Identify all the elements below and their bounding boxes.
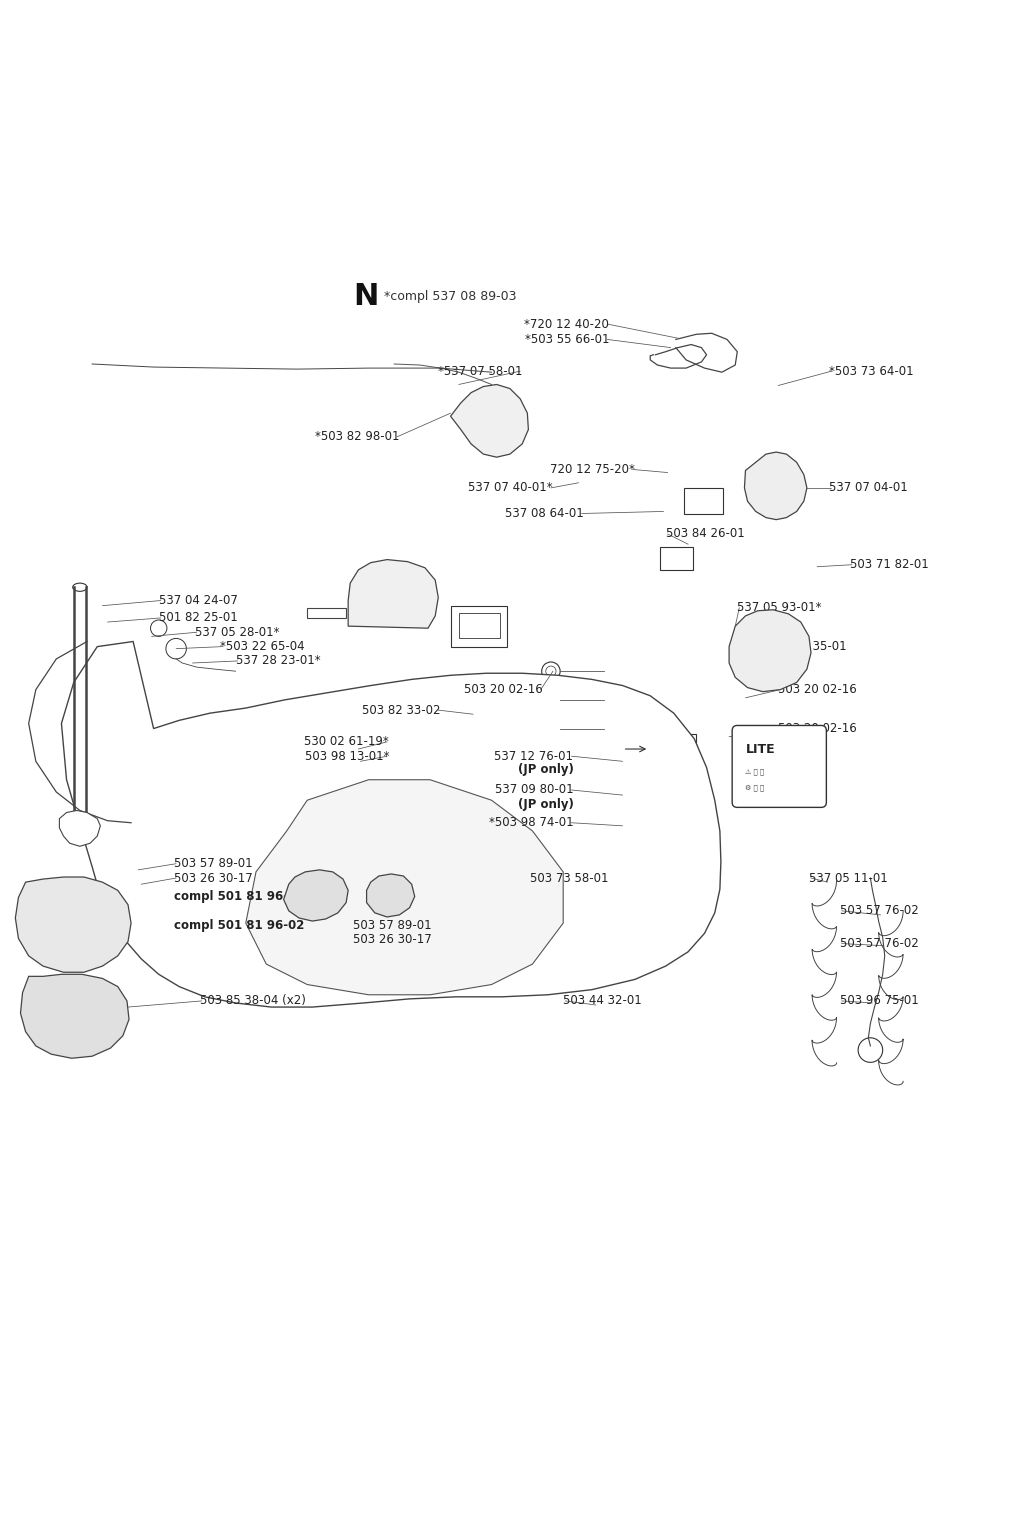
Text: *compl 537 08 89-03: *compl 537 08 89-03	[384, 289, 516, 303]
Bar	[459, 613, 500, 639]
Text: *537 07 58-01: *537 07 58-01	[437, 365, 522, 377]
Text: LITE: LITE	[745, 742, 775, 756]
Text: 537 06 35-01: 537 06 35-01	[768, 640, 847, 653]
Text: 537 05 28-01*: 537 05 28-01*	[195, 626, 280, 639]
Text: 537 05 11-01: 537 05 11-01	[809, 871, 888, 885]
Text: *503 82 98-01: *503 82 98-01	[314, 431, 399, 443]
Text: 503 26 30-17: 503 26 30-17	[174, 871, 253, 885]
Text: 503 20 02-16: 503 20 02-16	[464, 683, 543, 696]
Text: 503 26 30-17: 503 26 30-17	[353, 933, 432, 946]
Text: 503 57 76-02: 503 57 76-02	[840, 905, 919, 917]
Text: 503 84 26-01: 503 84 26-01	[666, 528, 744, 540]
Text: 537 05 93-01*: 537 05 93-01*	[737, 602, 822, 614]
Text: ⚠ 📖 🔊: ⚠ 📖 🔊	[745, 768, 765, 776]
Text: compl 501 81 96-04: compl 501 81 96-04	[174, 890, 304, 903]
Text: 503 71 82-01: 503 71 82-01	[850, 559, 929, 571]
Polygon shape	[451, 385, 528, 457]
Text: *503 55 66-01: *503 55 66-01	[524, 332, 609, 346]
Text: *503 98 74-01: *503 98 74-01	[488, 816, 573, 830]
Text: 537 28 23-01*: 537 28 23-01*	[236, 654, 321, 668]
Text: 537 08 64-01: 537 08 64-01	[505, 506, 584, 520]
Text: 537 09 80-01: 537 09 80-01	[495, 783, 573, 797]
Text: 537 07 40-01*: 537 07 40-01*	[468, 482, 553, 494]
Polygon shape	[348, 560, 438, 628]
Polygon shape	[246, 780, 563, 994]
FancyBboxPatch shape	[732, 725, 826, 808]
Polygon shape	[15, 877, 131, 973]
Text: 503 98 13-01*: 503 98 13-01*	[304, 749, 389, 763]
Text: (JP only): (JP only)	[517, 763, 573, 776]
Text: *720 12 40-20: *720 12 40-20	[524, 317, 609, 331]
Text: 537 07 04-01: 537 07 04-01	[829, 482, 908, 494]
Text: 530 02 61-19*: 530 02 61-19*	[304, 736, 389, 748]
Text: 503 20 02-16: 503 20 02-16	[778, 683, 857, 696]
Text: compl 501 81 96-02: compl 501 81 96-02	[174, 919, 304, 931]
Text: ⚙ 🌀 🔧: ⚙ 🌀 🔧	[745, 785, 765, 791]
Bar	[684, 488, 723, 514]
Text: N: N	[353, 282, 379, 311]
Polygon shape	[676, 334, 737, 372]
Polygon shape	[729, 609, 811, 691]
Bar	[635, 734, 696, 811]
Bar	[743, 626, 797, 677]
Text: 503 96 75-01: 503 96 75-01	[840, 994, 919, 1008]
Text: 503 73 58-01: 503 73 58-01	[530, 871, 609, 885]
Bar	[451, 606, 507, 646]
Polygon shape	[744, 452, 807, 520]
Polygon shape	[61, 642, 721, 1007]
Text: 537 12 76-01: 537 12 76-01	[495, 749, 573, 763]
Polygon shape	[367, 874, 415, 917]
Polygon shape	[284, 870, 348, 920]
Text: 503 85 38-04 (x2): 503 85 38-04 (x2)	[200, 994, 305, 1008]
Text: *503 73 64-01: *503 73 64-01	[829, 365, 914, 377]
Polygon shape	[307, 608, 346, 619]
Polygon shape	[59, 811, 100, 846]
Text: 503 20 02-16: 503 20 02-16	[778, 722, 857, 736]
Text: 537 04 24-07: 537 04 24-07	[159, 594, 238, 606]
Text: 720 12 75-20*: 720 12 75-20*	[550, 463, 635, 476]
Text: 503 44 32-01: 503 44 32-01	[563, 994, 642, 1008]
Text: (JP only): (JP only)	[517, 797, 573, 811]
Text: 503 57 89-01: 503 57 89-01	[174, 857, 253, 870]
Text: 501 82 25-01: 501 82 25-01	[159, 611, 238, 625]
Polygon shape	[20, 974, 129, 1059]
Text: 503 82 33-02: 503 82 33-02	[361, 703, 440, 717]
Text: *503 22 65-04: *503 22 65-04	[220, 640, 305, 653]
Text: 503 57 76-02: 503 57 76-02	[840, 937, 919, 950]
Bar	[660, 548, 693, 569]
Bar	[640, 739, 691, 805]
Text: 503 57 89-01: 503 57 89-01	[353, 919, 432, 931]
